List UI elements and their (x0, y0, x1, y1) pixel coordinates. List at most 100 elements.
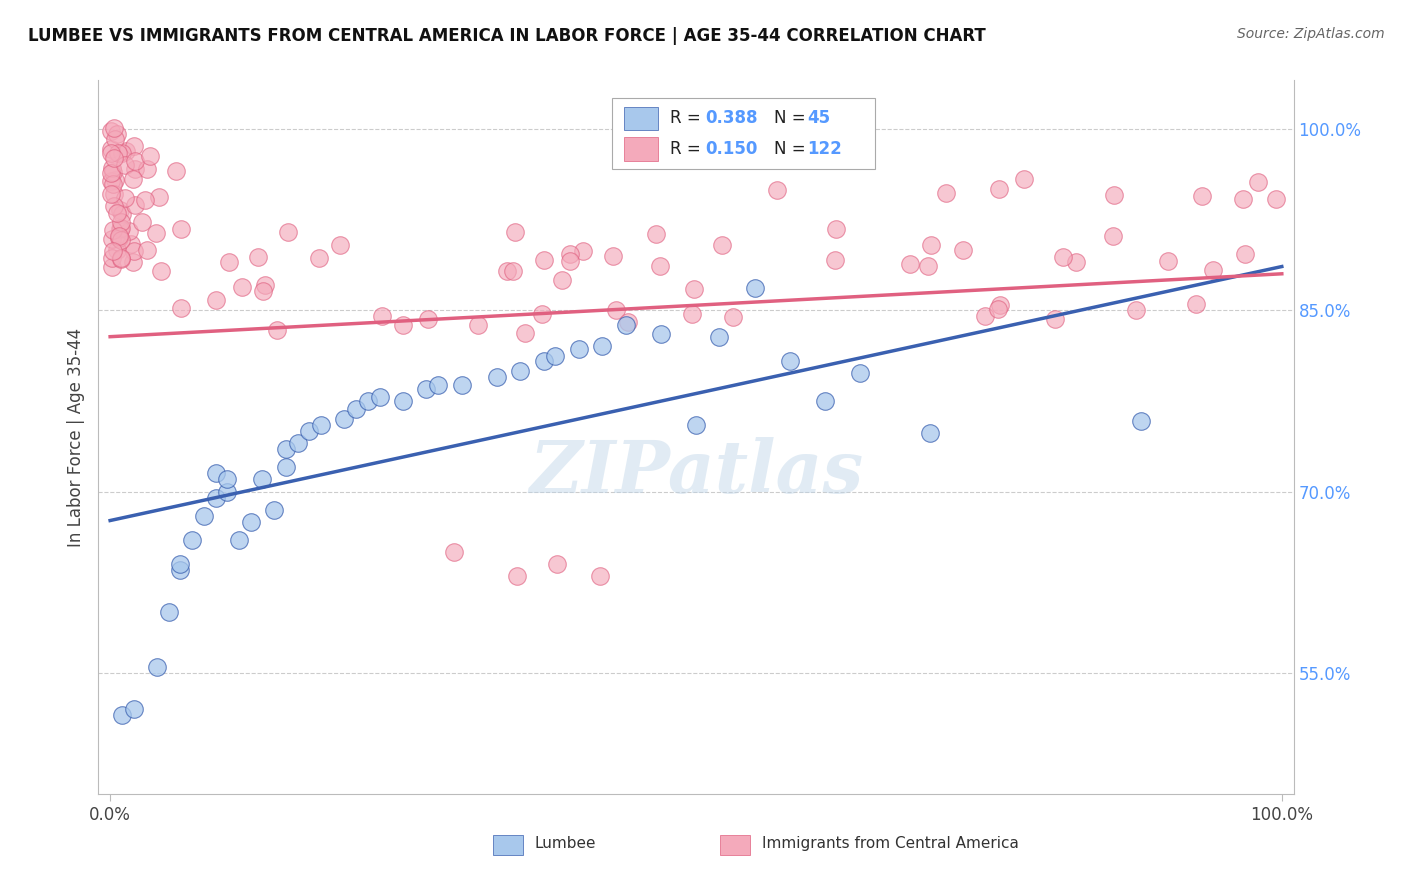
Point (114, 145, 136, 159)
Point (765, 183, 787, 197)
Text: Source: ZipAtlas.com: Source: ZipAtlas.com (1237, 27, 1385, 41)
Point (100, 174, 122, 188)
Point (1130, 414, 1153, 428)
Point (418, 311, 440, 326)
Point (103, 121, 125, 136)
Point (263, 502, 285, 516)
Point (1064, 254, 1087, 268)
Point (392, 318, 415, 332)
Point (101, 252, 124, 266)
Point (146, 660, 169, 674)
Point (124, 154, 146, 169)
Point (239, 515, 262, 529)
Point (824, 221, 846, 235)
Point (105, 244, 128, 258)
Bar (494, 835, 523, 855)
Point (682, 307, 704, 321)
Text: 45: 45 (807, 109, 830, 127)
Point (551, 273, 574, 287)
Point (228, 533, 250, 547)
Point (1232, 192, 1254, 206)
Point (495, 264, 517, 278)
Point (368, 390, 391, 404)
Point (114, 158, 136, 172)
Point (122, 138, 145, 153)
Point (274, 460, 297, 475)
Point (533, 354, 555, 368)
Point (1234, 247, 1257, 261)
Point (1125, 303, 1147, 318)
Point (502, 264, 524, 278)
Text: 0.150: 0.150 (706, 141, 758, 159)
Point (415, 382, 437, 396)
Point (309, 417, 332, 432)
Point (105, 127, 128, 141)
Point (515, 326, 537, 340)
Point (122, 244, 145, 259)
Point (170, 222, 193, 236)
Point (104, 132, 127, 146)
Point (898, 257, 921, 271)
Point (105, 206, 128, 220)
Point (169, 563, 191, 577)
Point (533, 252, 555, 267)
Text: 122: 122 (807, 141, 842, 159)
Text: R =: R = (669, 109, 706, 127)
Point (110, 251, 132, 265)
Point (204, 491, 226, 505)
Point (103, 151, 125, 165)
Text: LUMBEE VS IMMIGRANTS FROM CENTRAL AMERICA IN LABOR FORCE | AGE 35-44 CORRELATION: LUMBEE VS IMMIGRANTS FROM CENTRAL AMERIC… (28, 27, 986, 45)
Point (136, 243, 159, 257)
Text: Lumbee: Lumbee (534, 837, 596, 851)
Point (568, 342, 591, 356)
Point (709, 329, 731, 343)
Point (1012, 171, 1035, 186)
Point (591, 339, 613, 353)
Point (145, 226, 167, 240)
Point (744, 281, 766, 295)
Point (124, 198, 146, 212)
Text: N =: N = (773, 141, 810, 159)
Bar (720, 835, 749, 855)
Point (1157, 254, 1180, 268)
Point (205, 293, 228, 307)
Point (138, 149, 160, 163)
Point (392, 393, 415, 408)
Point (920, 426, 942, 441)
Point (103, 177, 125, 191)
Point (467, 318, 489, 333)
Point (100, 124, 122, 138)
Point (131, 215, 153, 229)
Bar (624, 107, 658, 130)
Point (274, 442, 297, 457)
Point (108, 229, 131, 244)
Point (121, 172, 143, 186)
Point (506, 569, 529, 583)
Point (344, 402, 367, 417)
Point (134, 193, 156, 207)
Point (1102, 187, 1125, 202)
Point (148, 190, 170, 204)
Point (181, 533, 204, 547)
Point (100, 166, 122, 180)
Point (100, 145, 122, 160)
Point (254, 278, 277, 293)
Point (329, 238, 352, 252)
Point (650, 259, 672, 273)
Point (814, 393, 837, 408)
Point (150, 264, 173, 278)
Point (110, 145, 132, 160)
Point (450, 378, 472, 392)
Point (1191, 188, 1213, 202)
Text: ZIPatlas: ZIPatlas (529, 437, 863, 508)
Point (485, 369, 508, 384)
Bar (624, 137, 658, 161)
Point (100, 142, 122, 156)
Point (605, 303, 627, 318)
Point (103, 199, 125, 213)
Point (370, 310, 392, 324)
Point (560, 253, 582, 268)
Point (987, 302, 1010, 317)
Point (120, 236, 142, 251)
Point (100, 187, 122, 202)
